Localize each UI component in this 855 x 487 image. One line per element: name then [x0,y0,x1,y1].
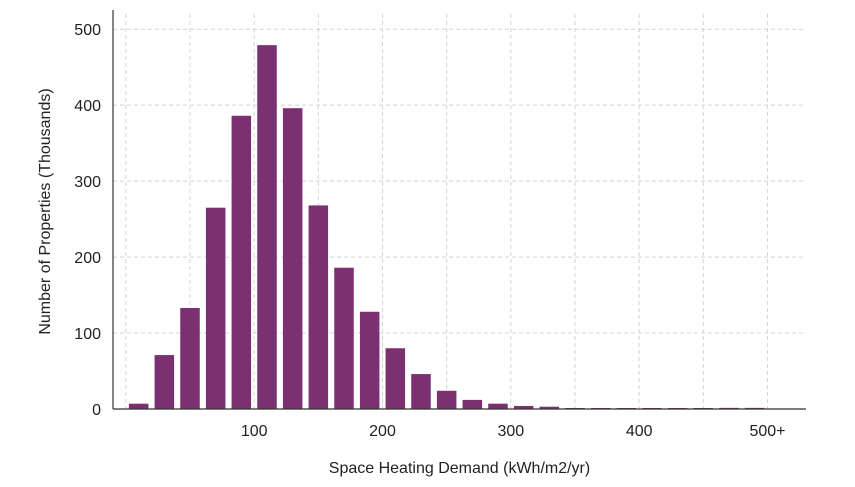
histogram-bar [154,355,175,409]
y-tick-label: 500 [74,22,101,39]
x-tick-label: 100 [241,423,268,440]
tick-labels: 0 100 200 300 400 500 100 200 300 400 500+ [74,22,785,440]
histogram-bar [308,205,329,409]
y-tick-label: 200 [74,250,101,267]
y-tick-label: 0 [92,402,101,419]
histogram-bar [180,307,200,409]
x-tick-label: 300 [497,423,524,440]
histogram-bar [488,403,508,409]
histogram-bar [231,115,252,410]
x-tick-label: 500+ [749,423,785,440]
histogram-bar [334,267,354,409]
y-tick-label: 400 [74,98,101,115]
histogram-bar [282,108,303,409]
histogram-bar [257,45,277,410]
histogram-bar [128,403,149,409]
histogram-bar [359,311,380,409]
y-tick-label: 300 [74,174,101,191]
histogram-bar [539,406,560,409]
y-axis-title: Number of Properties (Thousands) [37,88,54,334]
x-tick-label: 200 [369,423,396,440]
x-axis-title: Space Heating Demand (kWh/m2/yr) [329,460,590,477]
histogram-bar [513,405,534,409]
histogram-bar [205,207,226,409]
y-tick-label: 100 [74,326,101,343]
histogram-bar [385,348,406,409]
histogram-bar [462,399,483,409]
bars [128,45,765,410]
histogram-bar [411,374,431,409]
x-tick-label: 400 [626,423,653,440]
histogram-bar [436,390,457,409]
axes [112,10,806,410]
grid-lines [113,14,806,409]
